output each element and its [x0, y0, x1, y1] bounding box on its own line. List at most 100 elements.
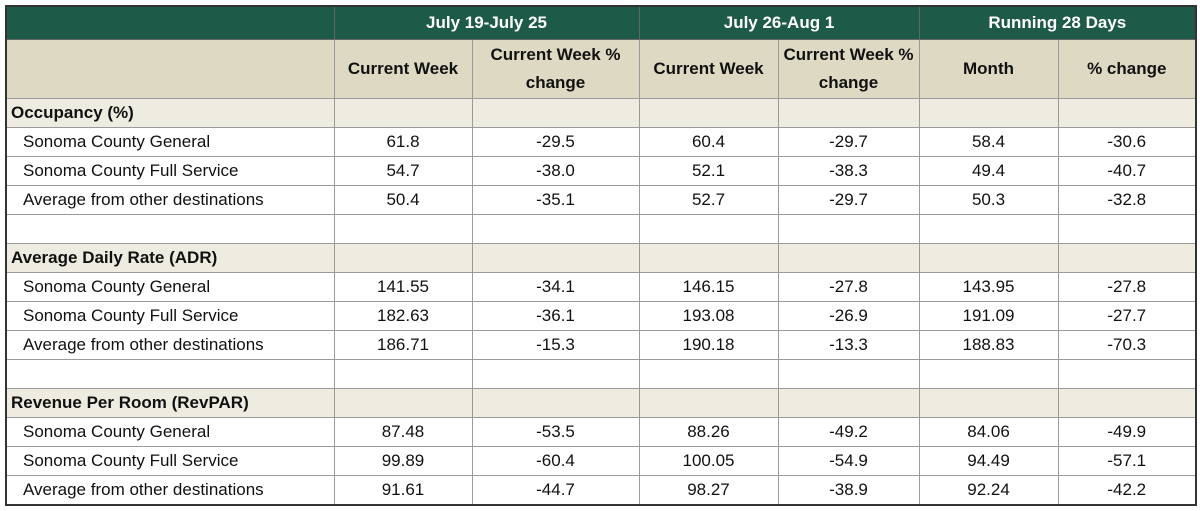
- corner-cell: [5, 39, 335, 99]
- blank-cell: [5, 359, 335, 389]
- value-cell: 143.95: [918, 272, 1059, 302]
- value-cell: -34.1: [471, 272, 640, 302]
- group-header: Running 28 Days: [918, 5, 1197, 40]
- column-header: Current Week: [638, 39, 779, 99]
- value-cell: -49.2: [777, 417, 920, 447]
- blank-cell: [777, 388, 920, 418]
- value-cell: -44.7: [471, 475, 640, 506]
- row-label: Sonoma County Full Service: [5, 446, 335, 476]
- value-cell: 61.8: [333, 127, 473, 157]
- blank-row: [5, 359, 1197, 389]
- blank-cell: [638, 359, 779, 389]
- blank-cell: [1057, 214, 1197, 244]
- value-cell: 54.7: [333, 156, 473, 186]
- blank-cell: [5, 214, 335, 244]
- data-table: July 19-July 25 July 26-Aug 1 Running 28 D…: [5, 5, 1198, 506]
- blank-cell: [333, 243, 473, 273]
- value-cell: -60.4: [471, 446, 640, 476]
- value-cell: -27.8: [777, 272, 920, 302]
- blank-cell: [1057, 243, 1197, 273]
- value-cell: 91.61: [333, 475, 473, 506]
- value-cell: -36.1: [471, 301, 640, 331]
- value-cell: 141.55: [333, 272, 473, 302]
- blank-cell: [918, 359, 1059, 389]
- section-title: Revenue Per Room (RevPAR): [5, 388, 335, 418]
- value-cell: -27.8: [1057, 272, 1197, 302]
- blank-cell: [918, 214, 1059, 244]
- section-row: Average Daily Rate (ADR): [5, 243, 1197, 273]
- blank-cell: [777, 243, 920, 273]
- value-cell: -42.2: [1057, 475, 1197, 506]
- value-cell: -13.3: [777, 330, 920, 360]
- blank-cell: [638, 243, 779, 273]
- column-header: % change: [1057, 39, 1197, 99]
- blank-cell: [638, 388, 779, 418]
- row-label: Sonoma County General: [5, 417, 335, 447]
- column-header: Current Week % change: [471, 39, 640, 99]
- value-cell: -29.5: [471, 127, 640, 157]
- data-row: Sonoma County General 141.55 -34.1 146.15 -2…: [5, 272, 1197, 302]
- data-row: Sonoma County General 87.48 -53.5 88.26 -49.…: [5, 417, 1197, 447]
- row-label: Sonoma County Full Service: [5, 156, 335, 186]
- blank-cell: [777, 214, 920, 244]
- section-title: Average Daily Rate (ADR): [5, 243, 335, 273]
- blank-cell: [471, 359, 640, 389]
- value-cell: 94.49: [918, 446, 1059, 476]
- value-cell: 99.89: [333, 446, 473, 476]
- value-cell: -26.9: [777, 301, 920, 331]
- blank-cell: [918, 243, 1059, 273]
- corner-cell: [5, 5, 335, 40]
- blank-cell: [638, 98, 779, 128]
- value-cell: -38.0: [471, 156, 640, 186]
- blank-cell: [1057, 388, 1197, 418]
- value-cell: 92.24: [918, 475, 1059, 506]
- value-cell: 52.7: [638, 185, 779, 215]
- blank-cell: [471, 98, 640, 128]
- blank-cell: [1057, 359, 1197, 389]
- blank-cell: [777, 98, 920, 128]
- value-cell: -57.1: [1057, 446, 1197, 476]
- blank-cell: [918, 388, 1059, 418]
- group-header: July 19-July 25: [333, 5, 640, 40]
- value-cell: 50.4: [333, 185, 473, 215]
- data-row: Average from other destinations 50.4 -35.1…: [5, 185, 1197, 215]
- value-cell: -70.3: [1057, 330, 1197, 360]
- blank-cell: [1057, 98, 1197, 128]
- section-row: Revenue Per Room (RevPAR): [5, 388, 1197, 418]
- value-cell: -49.9: [1057, 417, 1197, 447]
- value-cell: -32.8: [1057, 185, 1197, 215]
- value-cell: 60.4: [638, 127, 779, 157]
- group-header-row: July 19-July 25 July 26-Aug 1 Running 28 D…: [5, 5, 1197, 40]
- value-cell: 87.48: [333, 417, 473, 447]
- value-cell: -35.1: [471, 185, 640, 215]
- value-cell: 193.08: [638, 301, 779, 331]
- data-row: Sonoma County Full Service 182.63 -36.1 193…: [5, 301, 1197, 331]
- section-title: Occupancy (%): [5, 98, 335, 128]
- blank-cell: [333, 359, 473, 389]
- column-header: Month: [918, 39, 1059, 99]
- value-cell: 100.05: [638, 446, 779, 476]
- data-row: Average from other destinations 186.71 -15…: [5, 330, 1197, 360]
- value-cell: 182.63: [333, 301, 473, 331]
- row-label: Average from other destinations: [5, 475, 335, 506]
- group-header: July 26-Aug 1: [638, 5, 920, 40]
- value-cell: -15.3: [471, 330, 640, 360]
- value-cell: 88.26: [638, 417, 779, 447]
- column-header: Current Week % change: [777, 39, 920, 99]
- column-header-row: Current Week Current Week % change Current…: [5, 39, 1197, 99]
- data-row: Sonoma County Full Service 54.7 -38.0 52.1-…: [5, 156, 1197, 186]
- blank-cell: [471, 243, 640, 273]
- row-label: Sonoma County Full Service: [5, 301, 335, 331]
- value-cell: 186.71: [333, 330, 473, 360]
- value-cell: -38.3: [777, 156, 920, 186]
- value-cell: 58.4: [918, 127, 1059, 157]
- blank-cell: [333, 98, 473, 128]
- value-cell: 49.4: [918, 156, 1059, 186]
- value-cell: -27.7: [1057, 301, 1197, 331]
- blank-row: [5, 214, 1197, 244]
- blank-cell: [333, 214, 473, 244]
- value-cell: 52.1: [638, 156, 779, 186]
- value-cell: -30.6: [1057, 127, 1197, 157]
- blank-cell: [638, 214, 779, 244]
- value-cell: -29.7: [777, 127, 920, 157]
